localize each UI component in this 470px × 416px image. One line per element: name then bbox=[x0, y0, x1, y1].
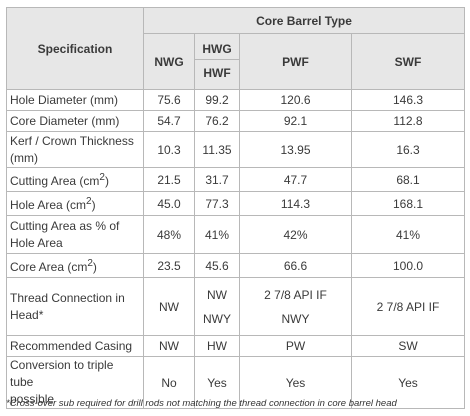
cell-swf: Yes bbox=[351, 356, 465, 409]
cell-nwg: 23.5 bbox=[143, 253, 195, 278]
row-label: Kerf / Crown Thickness (mm) bbox=[6, 131, 144, 168]
superscript: 2 bbox=[86, 196, 92, 207]
cell-nwg: 54.7 bbox=[143, 110, 195, 132]
cell-hwg: 99.2 bbox=[194, 89, 240, 111]
cell-pwf: 120.6 bbox=[239, 89, 352, 111]
superscript: 2 bbox=[99, 172, 105, 183]
cell-swf: 2 7/8 API IF bbox=[351, 277, 465, 336]
cell-swf: 146.3 bbox=[351, 89, 465, 111]
cell-pwf: 42% bbox=[239, 215, 352, 254]
table-row: Hole Diameter (mm) 75.6 99.2 120.6 146.3 bbox=[6, 89, 465, 111]
cell-hwg: 41% bbox=[194, 215, 240, 254]
table-row: Thread Connection in Head* NW NW NWY 2 7/8… bbox=[6, 277, 465, 336]
header-row-2: NWG HWG PWF SWF bbox=[7, 33, 465, 90]
table-row: Recommended Casing NW HW PW SW bbox=[6, 335, 465, 357]
cell-pwf: 2 7/8 API IF NWY bbox=[239, 277, 352, 336]
cell-pwf: PW bbox=[239, 335, 352, 357]
cell-nwg: NW bbox=[143, 277, 195, 336]
cell-nwg: 75.6 bbox=[143, 89, 195, 111]
cell-swf: 168.1 bbox=[351, 191, 465, 216]
header-col-nwg: NWG bbox=[143, 33, 195, 90]
row-label-line: Hole Area bbox=[10, 235, 63, 250]
header-specification: Specification bbox=[6, 7, 144, 90]
table-row: Kerf / Crown Thickness (mm) 10.3 11.35 13… bbox=[6, 131, 465, 168]
row-label-line: Kerf / Crown Thickness bbox=[10, 133, 134, 148]
cell-pwf: 47.7 bbox=[239, 167, 352, 192]
cell-nwg: 45.0 bbox=[143, 191, 195, 216]
cell-swf: 112.8 bbox=[351, 110, 465, 132]
row-label-close: ) bbox=[92, 260, 97, 274]
row-label: Hole Diameter (mm) bbox=[6, 89, 144, 111]
header-col-swf: SWF bbox=[351, 33, 465, 90]
row-label: Core Diameter (mm) bbox=[6, 110, 144, 132]
cell-hwg: 76.2 bbox=[194, 110, 240, 132]
row-label-close: ) bbox=[104, 174, 109, 188]
cell-line: 2 7/8 API IF bbox=[264, 287, 327, 302]
table-row: Conversion to triple tube possible No Yes… bbox=[6, 356, 465, 409]
row-label: Conversion to triple tube possible bbox=[6, 356, 144, 409]
core-barrel-spec-table: Specification Core Barrel Type NWG HWG P… bbox=[6, 7, 465, 409]
row-label: Recommended Casing bbox=[6, 335, 144, 357]
header-core-barrel-type: Core Barrel Type bbox=[143, 7, 465, 34]
cell-swf: 100.0 bbox=[351, 253, 465, 278]
cell-line: NWY bbox=[281, 311, 310, 326]
cell-hwg: Yes bbox=[194, 356, 240, 409]
row-label: Hole Area (cm2) bbox=[6, 191, 144, 216]
cell-nwg: 48% bbox=[143, 215, 195, 254]
row-label-text: Cutting Area (cm bbox=[10, 174, 100, 188]
cell-line: NW bbox=[207, 287, 227, 302]
cell-swf: SW bbox=[351, 335, 465, 357]
table-row: Core Diameter (mm) 54.7 76.2 92.1 112.8 bbox=[6, 110, 465, 132]
cell-pwf: 114.3 bbox=[239, 191, 352, 216]
row-label-close: ) bbox=[91, 198, 96, 212]
cell-swf: 41% bbox=[351, 215, 465, 254]
cell-hwg: 45.6 bbox=[194, 253, 240, 278]
cell-hwg: 77.3 bbox=[194, 191, 240, 216]
table-row: Cutting Area (cm2) 21.5 31.7 47.7 68.1 bbox=[6, 167, 465, 192]
row-label: Thread Connection in Head* bbox=[6, 277, 144, 336]
cell-nwg: NW bbox=[143, 335, 195, 357]
row-label-line: possible bbox=[10, 392, 55, 406]
row-label-line: Head* bbox=[10, 307, 44, 322]
header-col-hwg: HWG bbox=[194, 33, 240, 60]
row-label: Core Area (cm2) bbox=[6, 253, 144, 278]
cell-hwg: HW bbox=[194, 335, 240, 357]
cell-hwg: 11.35 bbox=[194, 131, 240, 168]
row-label-line: Cutting Area as % of bbox=[10, 218, 120, 233]
row-label-text: Core Area (cm bbox=[10, 260, 88, 274]
superscript: 2 bbox=[87, 258, 93, 269]
header-row-3: HWF bbox=[7, 59, 465, 90]
header-col-pwf: PWF bbox=[239, 33, 352, 90]
cell-nwg: 10.3 bbox=[143, 131, 195, 168]
cell-swf: 16.3 bbox=[351, 131, 465, 168]
table-row: Cutting Area as % of Hole Area 48% 41% 42… bbox=[6, 215, 465, 254]
row-label: Cutting Area as % of Hole Area bbox=[6, 215, 144, 254]
row-label-line: Conversion to triple tube bbox=[10, 358, 114, 389]
cell-pwf: 92.1 bbox=[239, 110, 352, 132]
header-row-1: Specification Core Barrel Type bbox=[6, 7, 465, 90]
cell-pwf: Yes bbox=[239, 356, 352, 409]
cell-hwg: 31.7 bbox=[194, 167, 240, 192]
cell-pwf: 13.95 bbox=[239, 131, 352, 168]
row-label-line: (mm) bbox=[10, 150, 38, 165]
cell-swf: 68.1 bbox=[351, 167, 465, 192]
cell-hwg: NW NWY bbox=[194, 277, 240, 336]
cell-pwf: 66.6 bbox=[239, 253, 352, 278]
row-label-line: Thread Connection in bbox=[10, 290, 125, 305]
table-row: Hole Area (cm2) 45.0 77.3 114.3 168.1 bbox=[6, 191, 465, 216]
header-col-hwf: HWF bbox=[194, 59, 240, 90]
cell-nwg: 21.5 bbox=[143, 167, 195, 192]
row-label-text: Hole Area (cm bbox=[10, 198, 87, 212]
footnote: *Cross-over sub required for drill rods … bbox=[6, 398, 397, 409]
table-row: Core Area (cm2) 23.5 45.6 66.6 100.0 bbox=[6, 253, 465, 278]
row-label: Cutting Area (cm2) bbox=[6, 167, 144, 192]
cell-nwg: No bbox=[143, 356, 195, 409]
cell-line: NWY bbox=[203, 311, 231, 326]
